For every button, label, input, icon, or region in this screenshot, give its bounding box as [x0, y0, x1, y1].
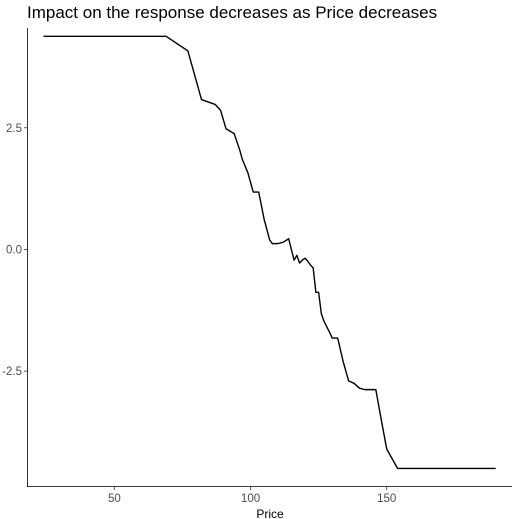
x-ticks: 50 100 150 — [108, 487, 396, 506]
x-tick-label: 150 — [377, 493, 396, 505]
y-tick-label: 0.0 — [6, 244, 22, 256]
y-ticks: 2.5 0.0 -2.5 — [2, 123, 27, 378]
series-layer — [44, 36, 496, 468]
x-axis-title: Price — [256, 507, 284, 519]
chart-title: Impact on the response decreases as Pric… — [27, 3, 437, 22]
x-tick-label: 100 — [241, 493, 260, 505]
y-tick-label: -2.5 — [2, 366, 22, 378]
y-tick-label: 2.5 — [6, 123, 22, 135]
x-tick-label: 50 — [108, 493, 121, 505]
series-line — [44, 36, 496, 468]
